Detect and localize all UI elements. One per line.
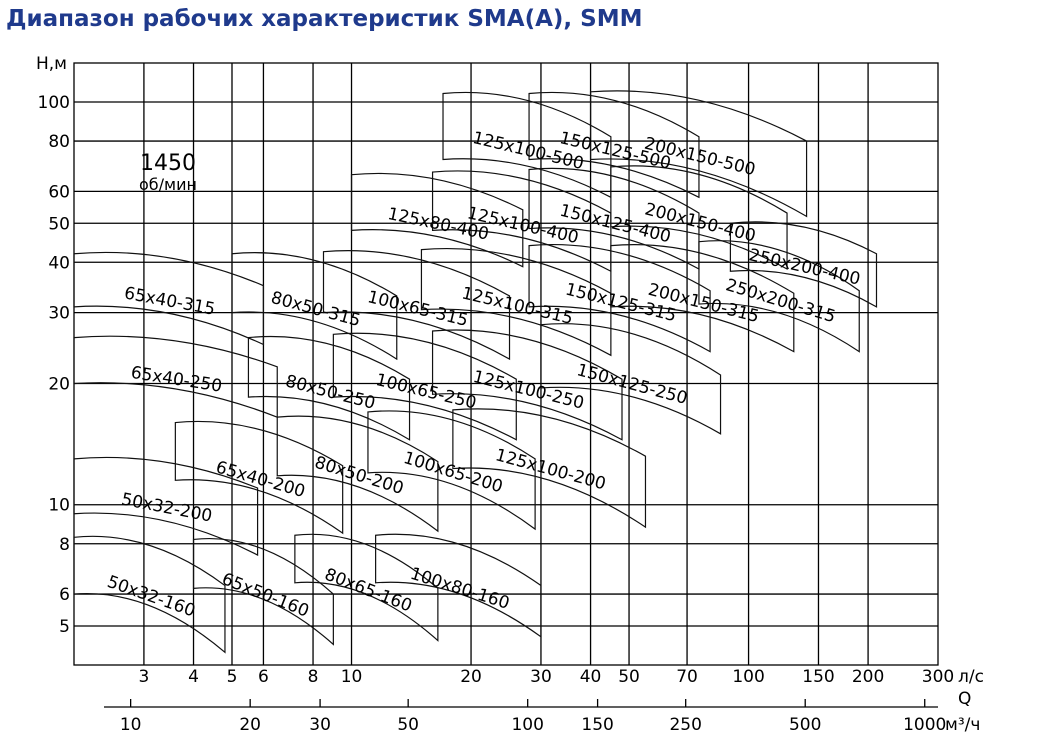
pump-range-200x150-400 bbox=[610, 165, 788, 270]
pump-range-125x100-315 bbox=[420, 247, 612, 357]
pump-range-200x150-500 bbox=[589, 90, 808, 218]
pump-range-125x100-500 bbox=[442, 91, 612, 199]
x-tick-label-ls: 6 bbox=[258, 667, 269, 687]
pump-range-50x32-200 bbox=[73, 456, 259, 557]
x-tick-label-ls: 50 bbox=[618, 667, 640, 687]
pump-range-65x50-160 bbox=[192, 538, 334, 646]
pump-range-150x125-250 bbox=[540, 323, 722, 435]
pump-range-100x65-315 bbox=[322, 250, 511, 361]
x-axis-label-q: Q bbox=[958, 689, 971, 709]
x-tick-label-m3h: 100 bbox=[511, 715, 543, 735]
pump-label: 100x65-315 bbox=[365, 287, 470, 331]
x-tick-label-ls: 8 bbox=[308, 667, 319, 687]
pump-range-65x40-250 bbox=[73, 335, 278, 419]
pump-label: 80x50-250 bbox=[283, 371, 377, 414]
y-tick-label: 8 bbox=[59, 535, 70, 555]
x-tick-label-m3h: 30 bbox=[309, 715, 331, 735]
y-tick-label: 6 bbox=[59, 585, 70, 605]
pump-curves bbox=[73, 90, 878, 654]
pump-label: 125x100-250 bbox=[471, 367, 586, 414]
pump-range-80x50-250 bbox=[247, 335, 411, 441]
x-axis-label-ls: л/с bbox=[958, 667, 984, 687]
y-tick-label: 60 bbox=[48, 182, 70, 202]
x-tick-label-ls: 5 bbox=[227, 667, 238, 687]
grid bbox=[73, 62, 939, 666]
pump-range-125x100-400 bbox=[431, 170, 612, 273]
x-tick-label-ls: 4 bbox=[188, 667, 199, 687]
pump-range-150x125-500 bbox=[528, 91, 700, 199]
y-tick-label: 5 bbox=[59, 617, 70, 637]
pump-label: 65x40-315 bbox=[123, 283, 217, 319]
pump-label: 80x50-200 bbox=[312, 453, 406, 499]
y-tick-label: 30 bbox=[48, 304, 70, 324]
chart-title: Диапазон рабочих характеристик SMA(A), S… bbox=[6, 6, 643, 32]
x-tick-label-ls: 100 bbox=[732, 667, 764, 687]
y-tick-label: 40 bbox=[48, 253, 70, 273]
pump-label: 150x125-250 bbox=[575, 360, 690, 409]
pump-range-200x150-315 bbox=[610, 244, 795, 353]
pump-range-65x40-315 bbox=[73, 251, 265, 346]
pump-range-250x200-315 bbox=[698, 240, 860, 353]
x-tick-label-m3h: 20 bbox=[239, 715, 261, 735]
x-tick-label-ls: 20 bbox=[460, 667, 482, 687]
x-tick-label-m3h: 10 bbox=[120, 715, 142, 735]
y-tick-label: 10 bbox=[48, 496, 70, 516]
speed-unit: об/мин bbox=[139, 175, 197, 194]
x-tick-label-ls: 10 bbox=[341, 667, 363, 687]
pump-range-80x50-200 bbox=[276, 415, 439, 533]
pump-label: 125x100-315 bbox=[460, 283, 575, 329]
x-tick-label-ls: 70 bbox=[676, 667, 698, 687]
x-tick-label-ls: 30 bbox=[530, 667, 552, 687]
y-tick-label: 20 bbox=[48, 375, 70, 395]
x-tick-label-ls: 200 bbox=[852, 667, 884, 687]
x-tick-label-m3h: 500 bbox=[789, 715, 821, 735]
pump-label: 80x65-160 bbox=[322, 565, 415, 617]
x-tick-label-ls: 40 bbox=[580, 667, 602, 687]
pump-range-80x50-315 bbox=[231, 252, 398, 361]
pump-range-150x125-315 bbox=[528, 243, 711, 353]
pump-range-80x65-160 bbox=[294, 533, 439, 642]
x-axis-label-m3h: м³/ч bbox=[945, 715, 980, 735]
pump-range-100x65-250 bbox=[332, 332, 517, 441]
x-tick-label-m3h: 150 bbox=[581, 715, 613, 735]
pump-range-125x80-400 bbox=[350, 172, 524, 268]
pump-range-100x80-160 bbox=[375, 533, 542, 638]
x-tick-label-ls: 150 bbox=[802, 667, 834, 687]
x-tick-label-m3h: 1000 bbox=[903, 715, 946, 735]
x-tick-label-m3h: 50 bbox=[397, 715, 419, 735]
pump-label: 100x65-250 bbox=[374, 370, 479, 413]
pump-range-250x200-400 bbox=[729, 221, 878, 308]
speed-value: 1450 bbox=[140, 151, 196, 176]
y-axis-label: H,м bbox=[36, 54, 67, 74]
pump-range-150x125-400 bbox=[528, 167, 700, 270]
y-tick-label: 50 bbox=[48, 214, 70, 234]
x-tick-label-m3h: 250 bbox=[669, 715, 701, 735]
y-tick-label: 100 bbox=[38, 93, 70, 113]
pump-range-100x65-200 bbox=[367, 410, 536, 531]
pump-label: 65x40-200 bbox=[213, 457, 307, 502]
pump-label: 250x200-400 bbox=[747, 245, 862, 289]
x-tick-label-ls: 3 bbox=[139, 667, 150, 687]
pump-label: 100x80-160 bbox=[408, 564, 512, 614]
x-tick-label-ls: 300 bbox=[922, 667, 954, 687]
pump-range-125x100-200 bbox=[452, 408, 647, 529]
pump-label: 80x50-315 bbox=[269, 288, 363, 331]
pump-range-125x100-250 bbox=[431, 329, 623, 441]
y-tick-label: 80 bbox=[48, 132, 70, 152]
pump-range-50x32-160 bbox=[73, 535, 226, 654]
pump-label: 65x50-160 bbox=[219, 569, 312, 621]
pump-range-65x40-200 bbox=[174, 420, 344, 535]
